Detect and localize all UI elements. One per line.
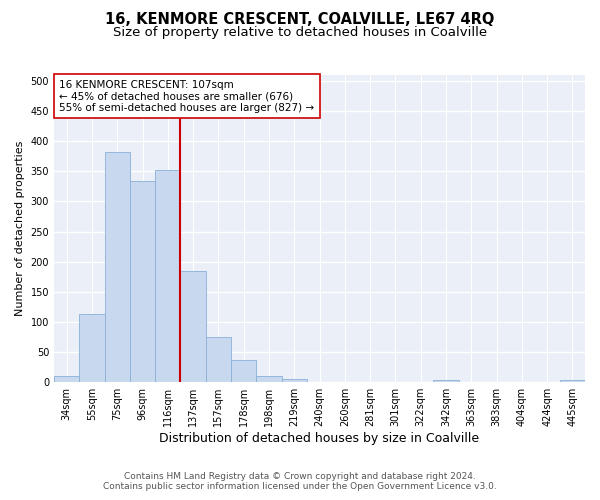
Bar <box>256 376 281 382</box>
Bar <box>155 170 181 382</box>
Bar <box>231 360 256 382</box>
Bar <box>206 337 231 382</box>
Bar <box>560 380 585 382</box>
Text: Contains public sector information licensed under the Open Government Licence v3: Contains public sector information licen… <box>103 482 497 491</box>
Bar <box>104 152 130 382</box>
Bar <box>281 378 307 382</box>
Bar <box>54 376 79 382</box>
Text: Contains HM Land Registry data © Crown copyright and database right 2024.: Contains HM Land Registry data © Crown c… <box>124 472 476 481</box>
Bar <box>130 181 155 382</box>
X-axis label: Distribution of detached houses by size in Coalville: Distribution of detached houses by size … <box>160 432 479 445</box>
Bar <box>79 314 104 382</box>
Text: 16, KENMORE CRESCENT, COALVILLE, LE67 4RQ: 16, KENMORE CRESCENT, COALVILLE, LE67 4R… <box>106 12 494 28</box>
Y-axis label: Number of detached properties: Number of detached properties <box>15 141 25 316</box>
Text: Size of property relative to detached houses in Coalville: Size of property relative to detached ho… <box>113 26 487 39</box>
Bar <box>433 380 458 382</box>
Bar <box>181 271 206 382</box>
Text: 16 KENMORE CRESCENT: 107sqm
← 45% of detached houses are smaller (676)
55% of se: 16 KENMORE CRESCENT: 107sqm ← 45% of det… <box>59 80 314 113</box>
